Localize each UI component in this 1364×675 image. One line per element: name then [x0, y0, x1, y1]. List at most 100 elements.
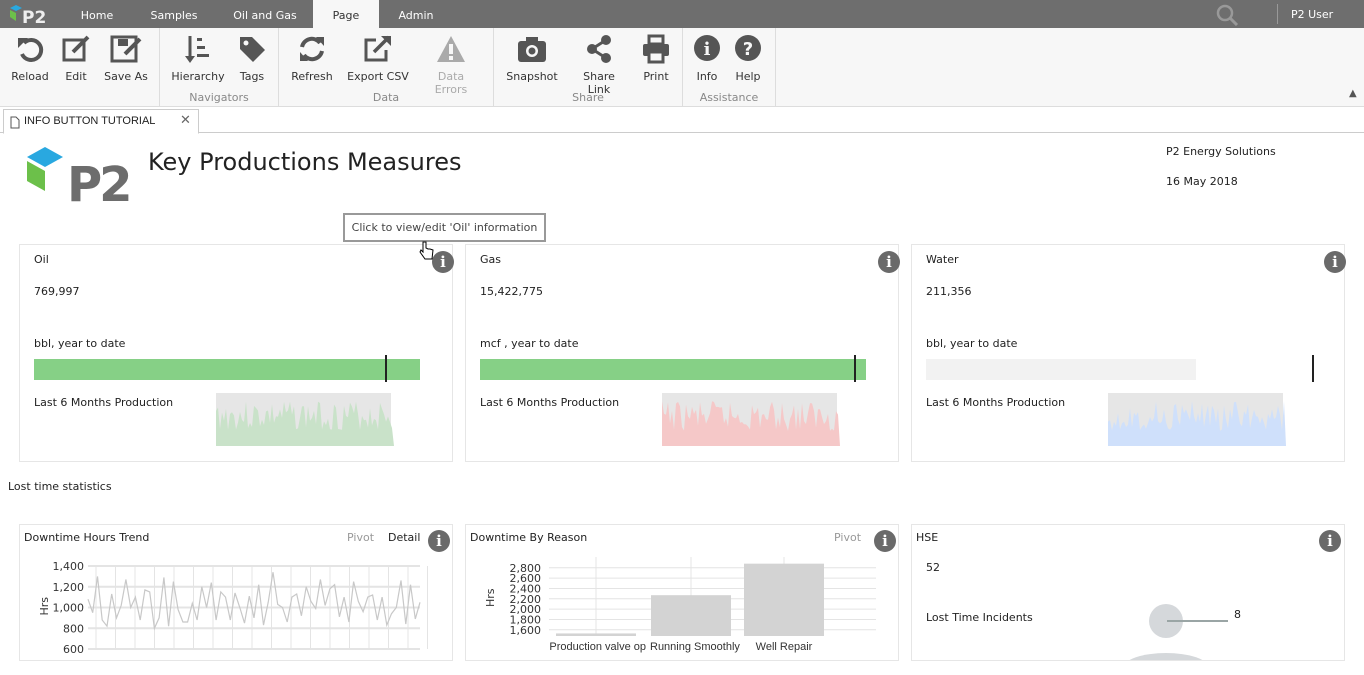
progress-bar	[926, 359, 1197, 380]
separator	[775, 28, 776, 107]
progress-bar	[480, 359, 866, 380]
info-icon[interactable]: i	[1324, 251, 1346, 273]
help-label: Help	[735, 70, 761, 83]
hierarchy-button[interactable]: Hierarchy	[170, 34, 226, 83]
warning-icon	[437, 36, 465, 62]
p2-brand-logo: P2	[25, 143, 133, 213]
search-icon[interactable]	[1216, 4, 1240, 29]
kpi-value: 769,997	[34, 285, 80, 298]
trend-line	[87, 572, 421, 631]
pivot-link[interactable]: Pivot	[834, 531, 862, 544]
spark-label: Last 6 Months Production	[480, 396, 620, 409]
y-tick-label: 2,200	[510, 593, 542, 606]
svg-text:i: i	[704, 39, 711, 60]
share-link-button[interactable]: Share Link	[571, 34, 627, 96]
collapse-ribbon-icon[interactable]: ▲	[1349, 88, 1357, 99]
downtime-trend-card: Downtime Hours Trend Pivot Detail i 1,40…	[19, 524, 453, 661]
kpi-unit: bbl, year to date	[34, 337, 126, 350]
target-marker	[1312, 355, 1314, 382]
y-tick-label: 2,000	[510, 603, 542, 616]
tab-home[interactable]: Home	[80, 9, 114, 22]
group-data: Data	[372, 91, 400, 104]
export-csv-button[interactable]: Export CSV	[347, 34, 409, 83]
pivot-link[interactable]: Pivot	[347, 531, 375, 544]
document-tab-label: INFO BUTTON TUTORIAL	[24, 115, 156, 127]
snapshot-button[interactable]: Snapshot	[506, 34, 558, 83]
reload-button[interactable]: Reload	[10, 34, 50, 83]
sparkline	[1108, 393, 1286, 446]
spark-area	[216, 401, 394, 446]
p2-logo[interactable]: P2	[8, 4, 48, 29]
target-marker	[385, 355, 388, 382]
info-icon[interactable]: i	[428, 530, 450, 552]
print-button[interactable]: Print	[640, 34, 672, 83]
separator	[159, 28, 160, 107]
sparkline	[216, 393, 394, 446]
share-link-label: Share Link	[583, 70, 615, 96]
y-tick-label: 1,000	[53, 602, 85, 615]
reload-icon	[18, 37, 44, 62]
info-icon[interactable]: i	[432, 251, 454, 273]
detail-link[interactable]: Detail	[388, 531, 421, 544]
kpi-unit: mcf , year to date	[480, 337, 579, 350]
ribbon: Reload Edit Save As Hierarchy Tags Navig…	[0, 28, 1364, 107]
kpi-card-water: Water i 211,356 bbl, year to date Last 6…	[911, 244, 1346, 462]
close-tab-icon[interactable]: ✕	[180, 113, 191, 128]
y-tick-label: 800	[63, 622, 84, 635]
tags-button[interactable]: Tags	[235, 34, 269, 83]
x-tick-label: Well Repair	[756, 641, 813, 653]
info-icon: i	[694, 35, 720, 61]
y-tick-label: 1,600	[510, 624, 542, 637]
tab-admin[interactable]: Admin	[398, 9, 434, 22]
y-tick-label: 600	[63, 643, 84, 656]
info-icon[interactable]: i	[874, 530, 896, 552]
page-title: Key Productions Measures	[148, 148, 462, 176]
tooltip: Click to view/edit 'Oil' information	[343, 213, 546, 242]
tab-samples[interactable]: Samples	[150, 9, 198, 22]
hse-card: HSE i 52 Lost Time Incidents 8	[911, 524, 1345, 661]
tab-page[interactable]: Page	[313, 0, 379, 28]
person-icon	[1129, 604, 1228, 660]
refresh-icon	[300, 36, 324, 62]
info-icon[interactable]: i	[1319, 530, 1341, 552]
reload-label: Reload	[11, 70, 49, 83]
info-label: Info	[696, 70, 718, 83]
export-csv-label: Export CSV	[347, 70, 409, 83]
downtime-reason-card: Downtime By Reason Pivot i 2,800 2,600 2,4…	[465, 524, 899, 661]
group-assistance: Assistance	[699, 91, 759, 104]
card-title: HSE	[916, 531, 939, 544]
spark-label: Last 6 Months Production	[926, 396, 1066, 409]
save-icon	[110, 35, 142, 63]
svg-text:?: ?	[743, 39, 753, 60]
target-marker	[854, 355, 857, 382]
y-axis-label: Hrs	[38, 597, 51, 616]
user-menu[interactable]: P2 User	[1291, 8, 1334, 21]
document-tab[interactable]: INFO BUTTON TUTORIAL ✕	[3, 109, 199, 134]
kpi-card-gas: Gas i 15,422,775 mcf , year to date Last…	[465, 244, 900, 462]
info-button[interactable]: i Info	[692, 34, 722, 83]
group-navigators: Navigators	[189, 91, 249, 104]
spark-area	[1108, 401, 1286, 446]
bar-0	[556, 633, 636, 636]
sparkline	[662, 393, 840, 446]
spark-area	[662, 401, 840, 446]
kpi-unit: bbl, year to date	[926, 337, 1018, 350]
kpi-value: 211,356	[926, 285, 972, 298]
separator	[278, 28, 279, 107]
y-tick-label: 2,400	[510, 582, 542, 595]
refresh-button[interactable]: Refresh	[290, 34, 334, 83]
hand-cursor-icon	[419, 241, 435, 264]
kpi-title: Water	[926, 253, 959, 266]
save-as-button[interactable]: Save As	[103, 34, 149, 83]
edit-button[interactable]: Edit	[58, 34, 94, 83]
help-icon: ?	[735, 35, 761, 61]
group-share: Share	[572, 91, 604, 104]
data-errors-button[interactable]: Data Errors	[421, 34, 481, 96]
info-icon[interactable]: i	[878, 251, 900, 273]
edit-label: Edit	[65, 70, 87, 83]
x-tick-label: Production valve op	[549, 641, 646, 653]
export-icon	[364, 35, 391, 62]
help-button[interactable]: ? Help	[733, 34, 763, 83]
tab-oil-and-gas[interactable]: Oil and Gas	[233, 9, 297, 22]
